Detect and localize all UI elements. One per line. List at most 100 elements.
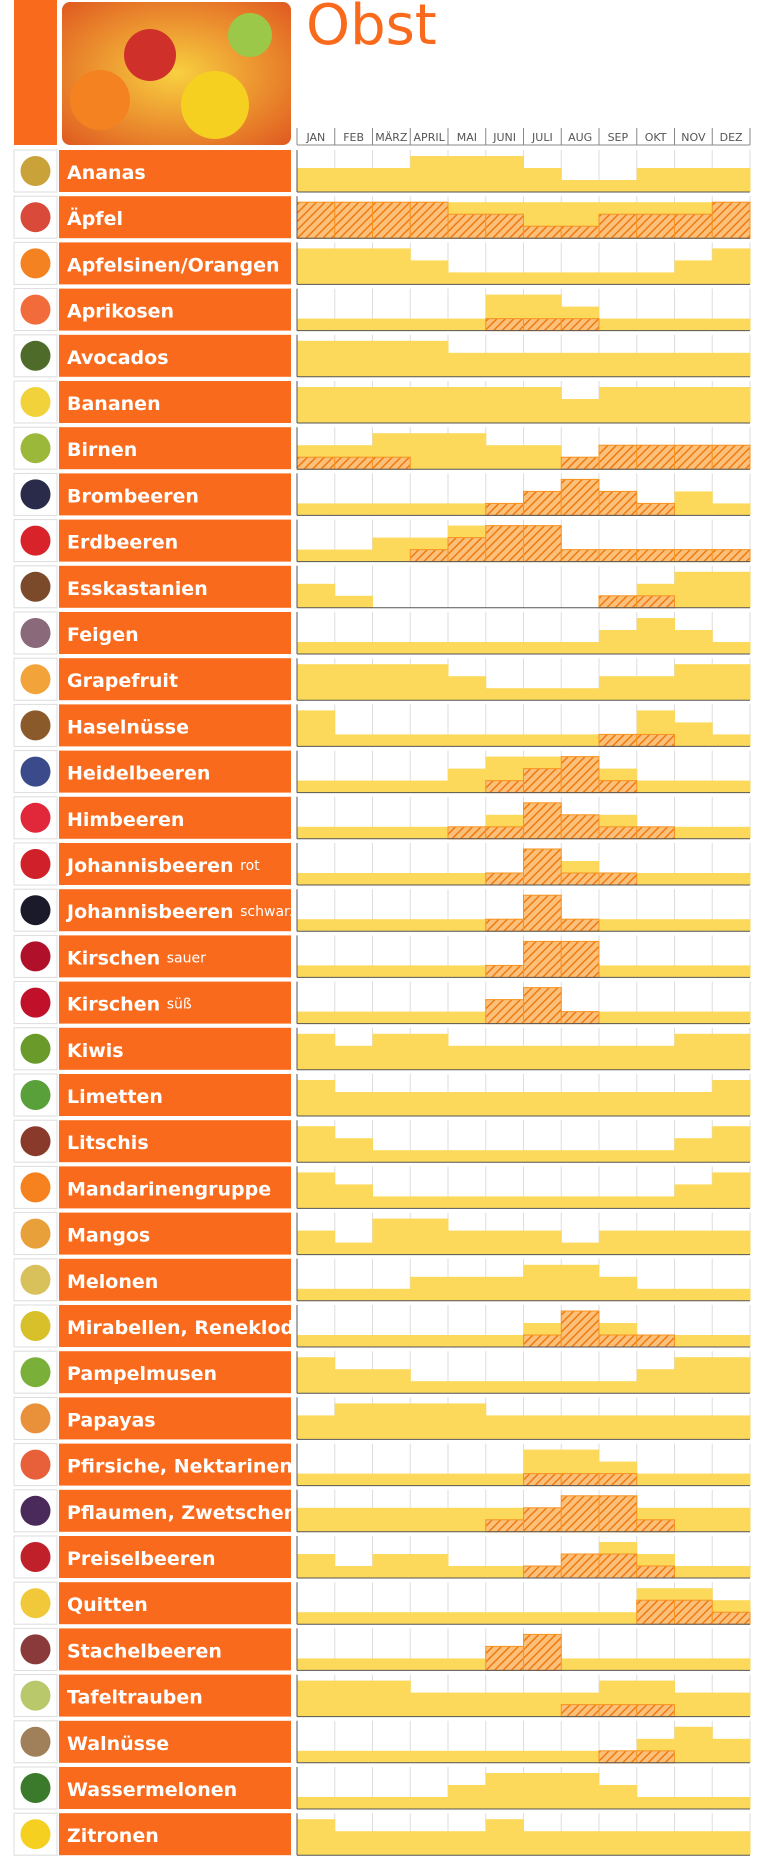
supply-bar bbox=[373, 965, 411, 977]
supply-bar bbox=[599, 965, 637, 977]
supply-bar bbox=[448, 1046, 486, 1070]
supply-bar bbox=[335, 1138, 373, 1162]
fruit-label: Limetten bbox=[67, 1086, 163, 1108]
supply-bar bbox=[335, 873, 373, 885]
fruit-label: Mandarinengruppe bbox=[67, 1178, 271, 1200]
supply-bar bbox=[712, 1231, 750, 1255]
supply-bar bbox=[637, 676, 675, 700]
local-bar bbox=[297, 202, 335, 238]
fruit-icon bbox=[21, 1311, 51, 1341]
supply-bar bbox=[599, 1150, 637, 1162]
supply-bar bbox=[373, 1751, 411, 1763]
supply-bar bbox=[448, 1658, 486, 1670]
supply-bar bbox=[373, 873, 411, 885]
supply-bar bbox=[297, 1819, 335, 1855]
supply-bar bbox=[675, 1289, 713, 1301]
fruit-icon bbox=[21, 387, 51, 417]
supply-bar bbox=[712, 734, 750, 746]
rows: AnanasÄpfelApfelsinen/OrangenAprikosenAv… bbox=[14, 150, 751, 1855]
supply-bar bbox=[561, 1092, 599, 1116]
supply-bar bbox=[297, 642, 335, 654]
fruit-row: Pfirsiche, Nektarinen bbox=[14, 1444, 751, 1486]
supply-bar bbox=[599, 387, 637, 423]
fruit-name: Äpfel bbox=[67, 206, 123, 230]
fruit-label: Aprikosen bbox=[67, 300, 174, 322]
supply-bar bbox=[486, 734, 524, 746]
supply-bar bbox=[637, 1289, 675, 1301]
supply-bar bbox=[637, 1474, 675, 1486]
fruit-row: Papayas bbox=[14, 1397, 751, 1439]
supply-bar bbox=[712, 1797, 750, 1809]
supply-bar bbox=[675, 1335, 713, 1347]
supply-bar bbox=[297, 584, 335, 608]
supply-bar bbox=[561, 1773, 599, 1809]
supply-bar bbox=[448, 1092, 486, 1116]
fruit-label: Quitten bbox=[67, 1594, 148, 1616]
supply-bar bbox=[675, 491, 713, 515]
fruit-icon bbox=[21, 1496, 51, 1526]
supply-bar bbox=[297, 1554, 335, 1578]
fruit-name: Quitten bbox=[67, 1594, 148, 1616]
fruit-row: Pflaumen, Zwetschen bbox=[14, 1490, 751, 1532]
supply-bar bbox=[373, 1554, 411, 1578]
fruit-label: Preiselbeeren bbox=[67, 1548, 216, 1570]
fruit-icon bbox=[21, 248, 51, 278]
fruit-row: Walnüsse bbox=[14, 1721, 751, 1763]
fruit-row: Stachelbeeren bbox=[14, 1628, 751, 1670]
fruit-icon bbox=[21, 479, 51, 509]
fruit-row: Melonen bbox=[14, 1259, 751, 1301]
local-bar bbox=[448, 214, 486, 238]
supply-bar bbox=[712, 1693, 750, 1717]
supply-bar bbox=[599, 1196, 637, 1208]
local-bar bbox=[637, 1335, 675, 1347]
fruit-label: Pflaumen, Zwetschen bbox=[67, 1501, 297, 1523]
fruit-icon bbox=[21, 710, 51, 740]
supply-bar bbox=[448, 1693, 486, 1717]
fruit-icon bbox=[21, 1034, 51, 1064]
local-bar bbox=[486, 827, 524, 839]
supply-bar bbox=[599, 1381, 637, 1393]
local-bar bbox=[486, 503, 524, 515]
local-bar bbox=[561, 1012, 599, 1024]
supply-bar bbox=[675, 722, 713, 746]
supply-bar bbox=[561, 1415, 599, 1439]
local-bar bbox=[524, 1474, 562, 1486]
supply-bar bbox=[373, 734, 411, 746]
supply-bar bbox=[637, 618, 675, 654]
calendar: Obst JANFEBMÄRZAPRILMAIJUNIJULIAUGSEPOKT… bbox=[0, 0, 760, 1865]
supply-bar bbox=[524, 168, 562, 192]
supply-bar bbox=[712, 664, 750, 700]
supply-bar bbox=[712, 1012, 750, 1024]
supply-bar bbox=[675, 1231, 713, 1255]
supply-bar bbox=[599, 1415, 637, 1439]
fruit-label: Esskastanien bbox=[67, 577, 208, 599]
month-label: JUNI bbox=[492, 131, 516, 144]
supply-bar bbox=[599, 272, 637, 284]
supply-bar bbox=[448, 1381, 486, 1393]
supply-bar bbox=[524, 1265, 562, 1301]
supply-bar bbox=[335, 1184, 373, 1208]
fruit-note: süß bbox=[167, 997, 192, 1013]
supply-bar bbox=[335, 168, 373, 192]
supply-bar bbox=[712, 919, 750, 931]
supply-bar bbox=[373, 664, 411, 700]
supply-bar bbox=[335, 1335, 373, 1347]
supply-bar bbox=[486, 1612, 524, 1624]
supply-bar bbox=[599, 180, 637, 192]
supply-bar bbox=[335, 1243, 373, 1255]
fruit-icon bbox=[21, 757, 51, 787]
supply-bar bbox=[373, 1012, 411, 1024]
supply-bar bbox=[524, 1773, 562, 1809]
supply-bar bbox=[373, 168, 411, 192]
supply-bar bbox=[675, 827, 713, 839]
supply-bar bbox=[410, 781, 448, 793]
supply-bar bbox=[297, 1357, 335, 1393]
local-bar bbox=[486, 1520, 524, 1532]
supply-bar bbox=[448, 319, 486, 331]
supply-bar bbox=[712, 503, 750, 515]
supply-bar bbox=[675, 1797, 713, 1809]
supply-bar bbox=[524, 272, 562, 284]
supply-bar bbox=[297, 550, 335, 562]
supply-bar bbox=[675, 1727, 713, 1763]
local-bar bbox=[599, 491, 637, 515]
